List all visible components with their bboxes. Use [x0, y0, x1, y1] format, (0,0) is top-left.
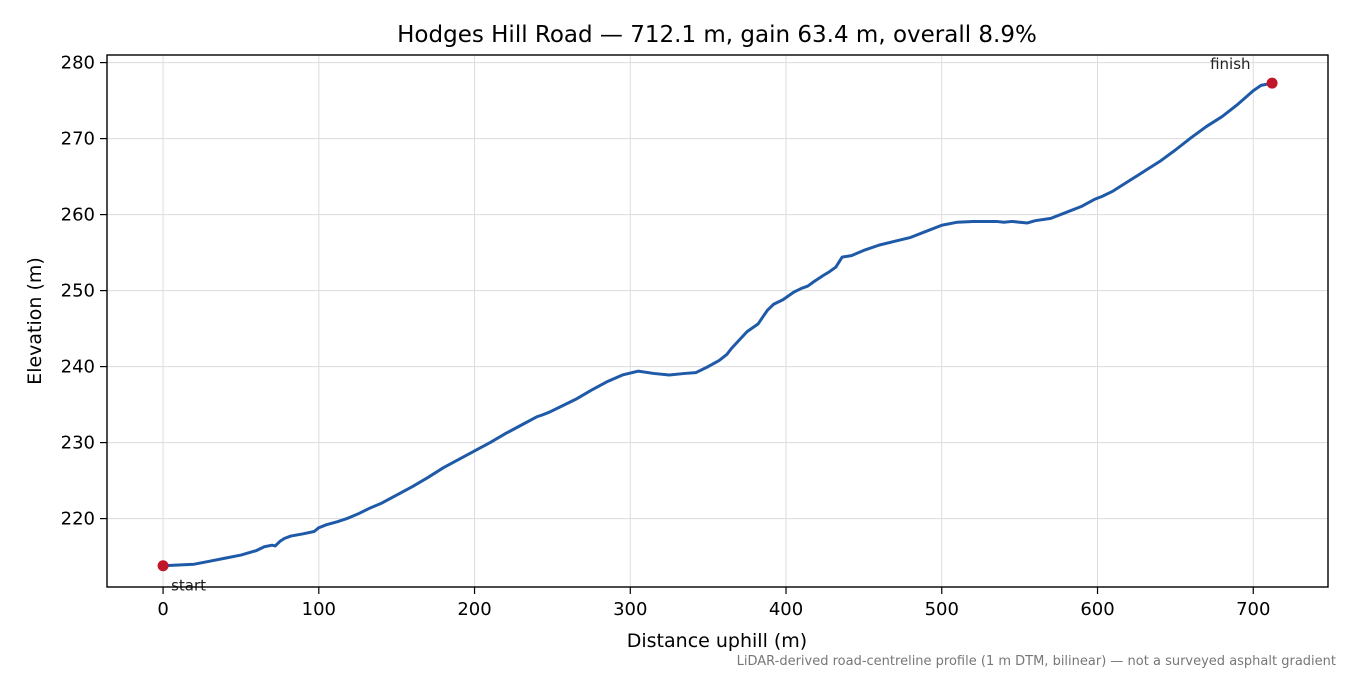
start-annotation: start [171, 577, 206, 595]
y-tick-label: 230 [61, 433, 95, 454]
x-tick-label: 500 [925, 599, 959, 620]
y-tick-label: 280 [61, 53, 95, 74]
x-tick-label: 200 [457, 599, 491, 620]
elevation-profile-line [161, 81, 1274, 568]
finish-marker [1266, 77, 1278, 89]
x-tick-label: 400 [769, 599, 803, 620]
y-tick-label: 250 [61, 281, 95, 302]
start-marker [157, 560, 169, 572]
y-tick-label: 240 [61, 357, 95, 378]
markers-layer: start finish [157, 55, 1278, 595]
footnote: LiDAR-derived road-centreline profile (1… [737, 654, 1336, 669]
x-tick-label: 100 [302, 599, 336, 620]
grid-lines [107, 55, 1328, 587]
y-axis-label: Elevation (m) [24, 257, 46, 385]
x-axis-label: Distance uphill (m) [627, 630, 807, 652]
y-tick-label: 270 [61, 129, 95, 150]
chart-title: Hodges Hill Road — 712.1 m, gain 63.4 m,… [397, 22, 1037, 48]
x-tick-label: 700 [1236, 599, 1270, 620]
y-tick-label: 220 [61, 509, 95, 530]
y-tick-label: 260 [61, 205, 95, 226]
x-tick-label: 300 [613, 599, 647, 620]
finish-annotation: finish [1210, 55, 1250, 73]
y-axis-ticks: 220 230 240 250 260 270 280 [61, 53, 107, 530]
x-tick-label: 600 [1080, 599, 1114, 620]
series-layer [161, 81, 1274, 568]
plot-frame [106, 54, 1329, 588]
x-tick-label: 0 [157, 599, 168, 620]
x-axis-ticks: 0 100 200 300 400 500 600 700 [157, 587, 1270, 620]
